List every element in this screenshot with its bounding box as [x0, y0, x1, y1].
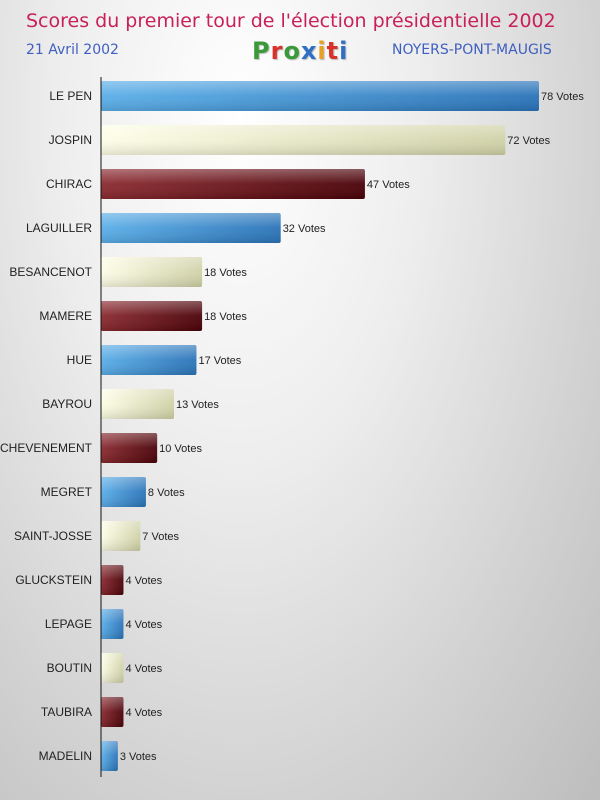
proxiti-logo: Proxiti [252, 37, 349, 65]
bar-shine-chirac [101, 169, 365, 199]
category-label-jospin: JOSPIN [49, 133, 92, 147]
category-label-gluckstein: GLUCKSTEIN [15, 573, 92, 587]
value-label-boutin: 4 Votes [125, 663, 162, 675]
election-date: 21 Avril 2002 [26, 42, 119, 58]
value-label-saint-josse: 7 Votes [142, 531, 179, 543]
bar-shine-le-pen [101, 81, 539, 111]
value-label-taubira: 4 Votes [125, 707, 162, 719]
category-label-boutin: BOUTIN [47, 661, 92, 675]
value-label-hue: 17 Votes [198, 355, 241, 367]
category-label-hue: HUE [67, 353, 92, 367]
category-label-chevenement: CHEVENEMENT [0, 441, 93, 455]
chart-title: Scores du premier tour de l'élection pré… [26, 10, 556, 32]
category-label-megret: MEGRET [41, 485, 93, 499]
bar-shine-gluckstein [101, 565, 124, 595]
category-label-lepage: LEPAGE [45, 617, 92, 631]
bar-shine-bayrou [101, 389, 174, 419]
category-label-laguiller: LAGUILLER [26, 221, 92, 235]
bar-shine-jospin [101, 125, 506, 155]
value-label-mamere: 18 Votes [204, 311, 247, 323]
category-label-bayrou: BAYROU [42, 397, 92, 411]
value-label-megret: 8 Votes [148, 487, 185, 499]
value-label-chevenement: 10 Votes [159, 443, 202, 455]
value-label-chirac: 47 Votes [367, 179, 410, 191]
bar-shine-megret [101, 477, 146, 507]
bar-shine-mamere [101, 301, 203, 331]
bar-shine-hue [101, 345, 197, 375]
value-label-jospin: 72 Votes [507, 135, 550, 147]
bar-shine-taubira [101, 697, 124, 727]
bar-shine-laguiller [101, 213, 281, 243]
bar-shine-saint-josse [101, 521, 141, 551]
bar-shine-lepage [101, 609, 124, 639]
value-label-laguiller: 32 Votes [283, 223, 326, 235]
value-label-madelin: 3 Votes [120, 751, 157, 763]
bar-shine-madelin [101, 741, 118, 771]
category-label-chirac: CHIRAC [46, 177, 92, 191]
value-label-lepage: 4 Votes [125, 619, 162, 631]
category-label-saint-josse: SAINT-JOSSE [14, 529, 92, 543]
bar-shine-boutin [101, 653, 124, 683]
bar-shine-chevenement [101, 433, 158, 463]
category-label-taubira: TAUBIRA [41, 705, 92, 719]
category-label-le-pen: LE PEN [49, 89, 92, 103]
category-label-madelin: MADELIN [39, 749, 92, 763]
value-label-gluckstein: 4 Votes [125, 575, 162, 587]
category-label-mamere: MAMERE [39, 309, 92, 323]
value-label-bayrou: 13 Votes [176, 399, 219, 411]
commune-name: NOYERS-PONT-MAUGIS [392, 42, 552, 58]
bar-shine-besancenot [101, 257, 203, 287]
category-label-besancenot: BESANCENOT [9, 265, 92, 279]
value-label-le-pen: 78 Votes [541, 91, 584, 103]
value-label-besancenot: 18 Votes [204, 267, 247, 279]
